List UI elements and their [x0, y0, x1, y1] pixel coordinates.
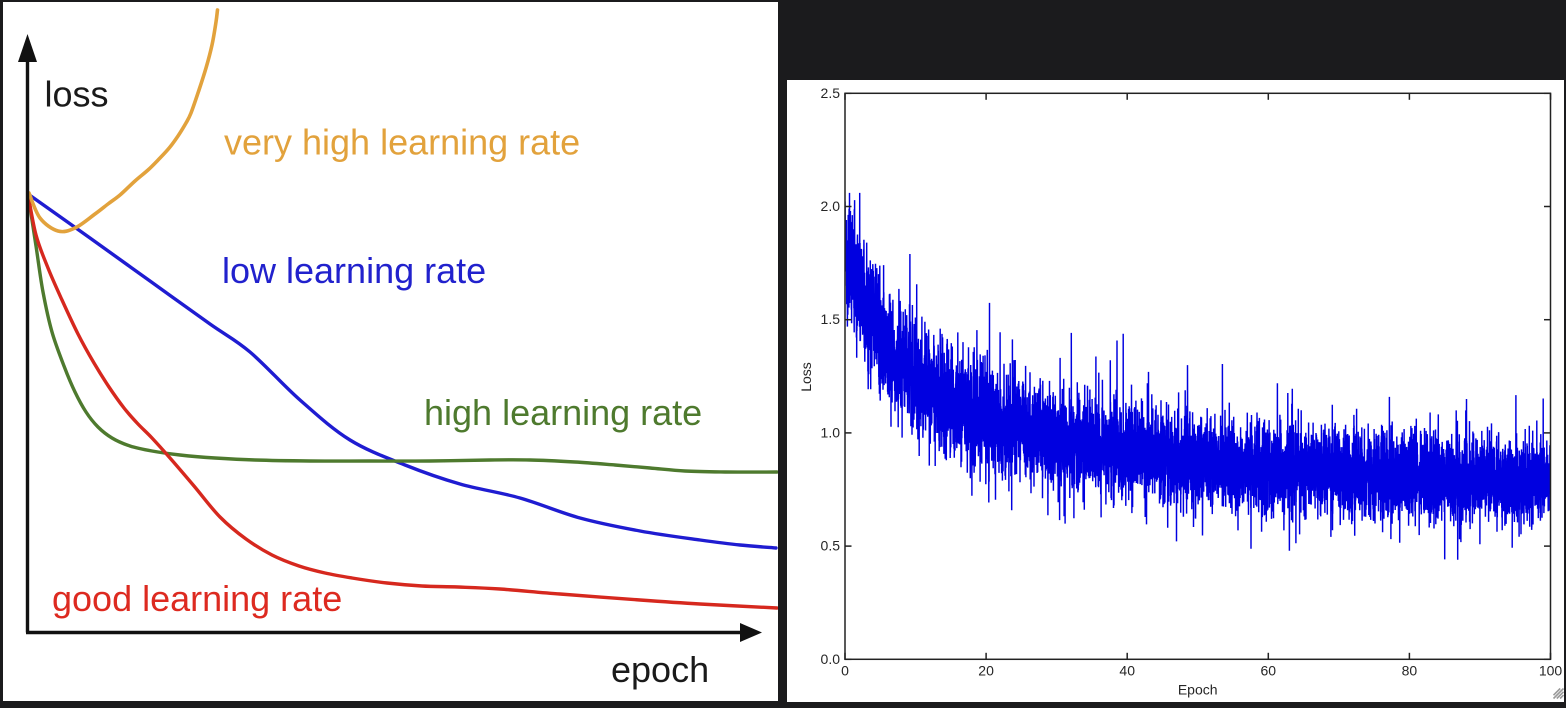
svg-text:40: 40: [1119, 663, 1135, 679]
svg-text:2.5: 2.5: [821, 85, 841, 101]
svg-text:20: 20: [978, 663, 994, 679]
svg-text:loss: loss: [45, 74, 109, 115]
svg-text:Epoch: Epoch: [1178, 682, 1218, 698]
svg-text:2.0: 2.0: [821, 198, 841, 214]
svg-text:60: 60: [1261, 663, 1277, 679]
svg-text:high learning rate: high learning rate: [424, 392, 702, 433]
svg-text:0.0: 0.0: [821, 651, 841, 667]
svg-text:1.0: 1.0: [821, 424, 841, 440]
svg-text:0: 0: [841, 663, 849, 679]
svg-text:0.5: 0.5: [821, 538, 841, 554]
svg-text:80: 80: [1402, 663, 1418, 679]
svg-text:Loss: Loss: [798, 362, 814, 392]
svg-text:low learning rate: low learning rate: [222, 250, 486, 291]
svg-text:epoch: epoch: [611, 649, 709, 690]
svg-text:very high learning rate: very high learning rate: [224, 122, 580, 163]
svg-text:good learning rate: good learning rate: [52, 578, 342, 619]
svg-text:100: 100: [1539, 663, 1563, 679]
svg-text:1.5: 1.5: [821, 311, 841, 327]
